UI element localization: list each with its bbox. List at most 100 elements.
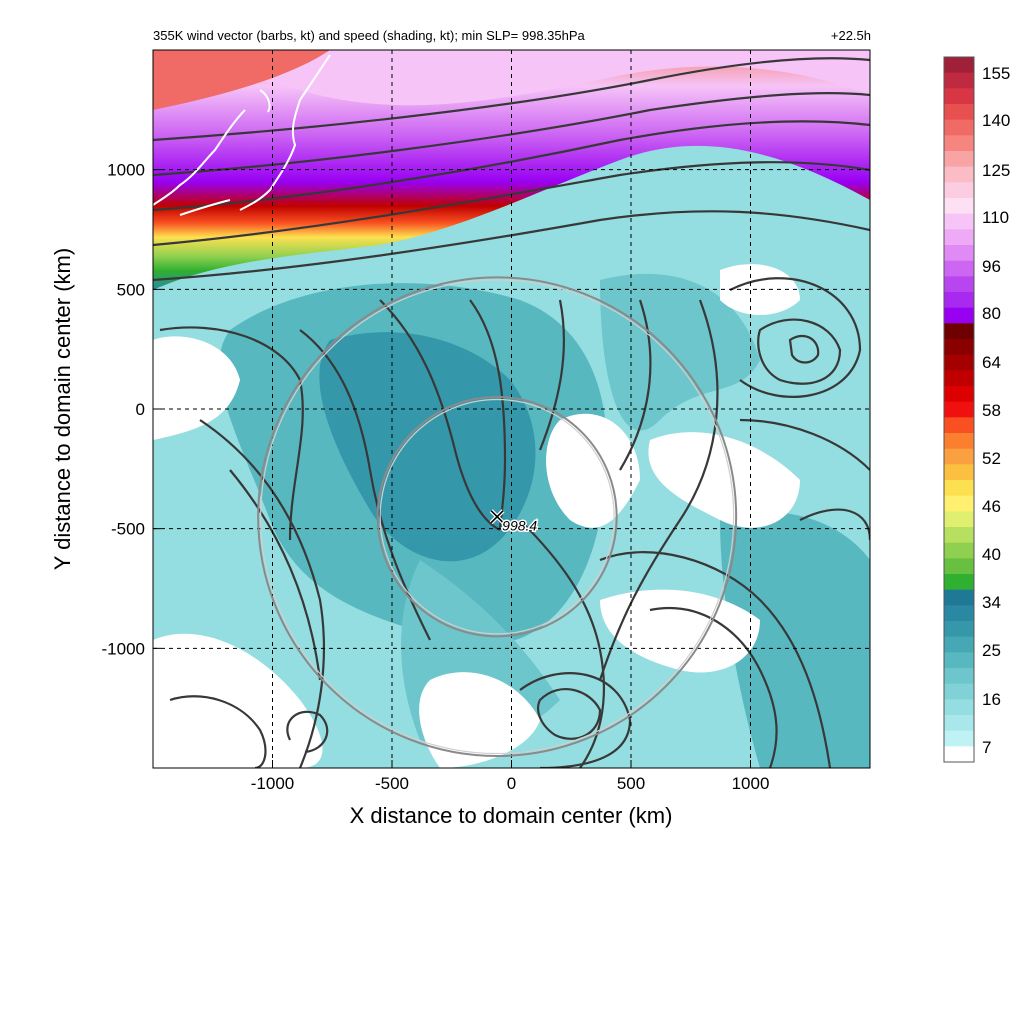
- colorbar-swatch: [944, 72, 974, 89]
- colorbar-swatch: [944, 229, 974, 246]
- colorbar-swatch: [944, 542, 974, 559]
- colorbar-swatch: [944, 292, 974, 309]
- x-axis: -1000 -500 0 500 1000: [251, 760, 770, 793]
- forecast-time-label: +22.5h: [830, 28, 871, 43]
- colorbar-swatch: [944, 307, 974, 324]
- shading-band-se: [720, 512, 870, 768]
- colorbar-swatch: [944, 88, 974, 105]
- low-pressure-label: 998.4: [502, 518, 537, 534]
- y-tick-label: -1000: [102, 639, 145, 658]
- colorbar-swatch: [944, 260, 974, 277]
- colorbar-label: 80: [982, 304, 1001, 323]
- x-tick-label: 500: [617, 774, 645, 793]
- colorbar-label: 110: [982, 208, 1009, 227]
- colorbar-label: 46: [982, 497, 1001, 516]
- colorbar-swatch: [944, 135, 974, 152]
- low-marker: [490, 510, 504, 524]
- range-ring-inner-line: [260, 279, 735, 755]
- range-ring: [257, 276, 738, 758]
- colorbar-swatch: [944, 464, 974, 481]
- colorbar-swatch: [944, 119, 974, 136]
- white-calm-ne: [720, 264, 800, 315]
- x-axis-title: X distance to domain center (km): [350, 803, 673, 828]
- white-calm-south: [419, 672, 540, 768]
- colorbar-swatch: [944, 668, 974, 685]
- x-tick-label: -1000: [251, 774, 294, 793]
- y-axis: 1000 500 0 -500 -1000: [102, 161, 161, 658]
- colorbar-swatch: [944, 386, 974, 403]
- colorbar-swatch: [944, 683, 974, 700]
- colorbar-swatch: [944, 151, 974, 168]
- colorbar-frame: [943, 56, 975, 763]
- colorbar-swatch: [944, 433, 974, 450]
- colorbar-swatch: [944, 182, 974, 199]
- colorbar-label: 140: [982, 111, 1010, 130]
- white-calm-sw: [153, 633, 323, 768]
- colorbar-swatch: [944, 621, 974, 638]
- colorbar-swatch: [944, 198, 974, 215]
- y-axis-title: Y distance to domain center (km): [50, 248, 75, 570]
- y-tick-label: 1000: [107, 161, 145, 180]
- colorbar-label: 7: [982, 738, 991, 757]
- colorbar-swatch: [944, 558, 974, 575]
- colorbar: 155 140 125 110 96 80 64 58 52 46 40 34 25 16 7: [943, 56, 1010, 763]
- colorbar-swatch: [944, 589, 974, 606]
- colorbar-swatch: [944, 213, 974, 230]
- colorbar-swatch: [944, 339, 974, 356]
- colorbar-swatch: [944, 511, 974, 528]
- jet-nw-red: [153, 50, 330, 110]
- x-tick-label: 1000: [732, 774, 770, 793]
- shading-band-east: [600, 273, 760, 431]
- colorbar-label: 155: [982, 64, 1010, 83]
- white-calm-west: [153, 336, 240, 440]
- colorbar-swatch: [944, 715, 974, 732]
- colorbar-swatch: [944, 730, 974, 747]
- colorbar-swatch: [944, 401, 974, 418]
- colorbar-swatch: [944, 245, 974, 262]
- range-rings: [257, 276, 738, 758]
- colorbar-label: 16: [982, 690, 1001, 709]
- shading-darker-core: [319, 332, 536, 562]
- colorbar-swatch: [944, 652, 974, 669]
- white-calm-center: [546, 413, 640, 528]
- colorbar-swatch: [944, 104, 974, 121]
- colorbar-swatch: [944, 354, 974, 371]
- colorbar-label: 125: [982, 161, 1010, 180]
- colorbar-label: 34: [982, 593, 1001, 612]
- colorbar-swatch: [944, 480, 974, 497]
- colorbar-swatch: [944, 417, 974, 434]
- low-pressure-center: 998.4: [489, 509, 539, 535]
- wind-speed-shading: [153, 50, 870, 768]
- colorbar-swatch: [944, 746, 974, 763]
- colorbar-swatch: [944, 574, 974, 591]
- colorbar-label: 25: [982, 641, 1001, 660]
- colorbar-label: 64: [982, 353, 1001, 372]
- chart-title: 355K wind vector (barbs, kt) and speed (…: [153, 28, 585, 43]
- x-tick-label: -500: [375, 774, 409, 793]
- white-calm-east: [648, 432, 800, 528]
- colorbar-swatch: [944, 57, 974, 74]
- colorbar-swatch: [944, 276, 974, 293]
- colorbar-swatch: [944, 699, 974, 716]
- range-ring-inner-line: [379, 398, 615, 635]
- colorbar-swatch: [944, 605, 974, 622]
- y-tick-label: 500: [117, 280, 145, 299]
- colorbar-swatch: [944, 527, 974, 544]
- range-ring: [376, 396, 618, 638]
- colorbar-swatch: [944, 636, 974, 653]
- colorbar-label: 40: [982, 545, 1001, 564]
- colorbar-label: 52: [982, 449, 1001, 468]
- colorbar-swatch: [944, 370, 974, 387]
- y-tick-label: 0: [136, 400, 145, 419]
- colorbar-swatch: [944, 495, 974, 512]
- coastline: [153, 54, 331, 216]
- colorbar-label: 58: [982, 401, 1001, 420]
- colorbar-label: 96: [982, 257, 1001, 276]
- y-tick-label: -500: [111, 520, 145, 539]
- white-calm-mid: [600, 589, 760, 673]
- colorbar-swatch: [944, 166, 974, 183]
- colorbar-swatch: [944, 448, 974, 465]
- colorbar-swatch: [944, 323, 974, 340]
- x-tick-label: 0: [507, 774, 516, 793]
